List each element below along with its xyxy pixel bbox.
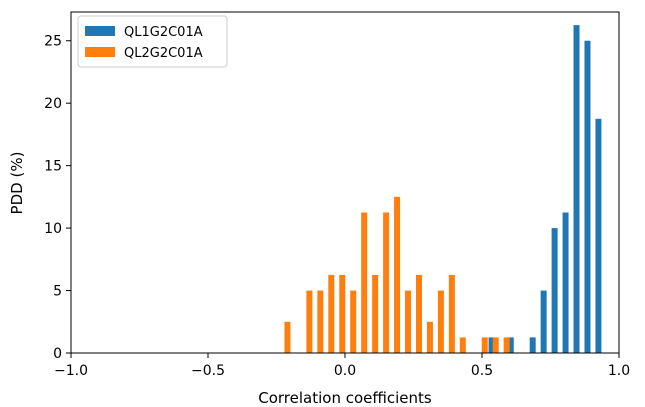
y-tick-label: 10 [44, 221, 62, 237]
bar-series-2-12 [426, 321, 433, 353]
bar-series-2-4 [339, 274, 346, 353]
bar-series-2-15 [459, 337, 466, 353]
y-tick-label: 25 [44, 34, 62, 50]
legend: QL1G2C01A QL2G2C01A [77, 15, 228, 68]
y-tick-label: 0 [53, 346, 62, 362]
bar-series-2-3 [328, 274, 335, 353]
bar-series-2-10 [405, 290, 412, 353]
bar-series-2-2 [317, 290, 324, 353]
bar-series-2-13 [437, 290, 444, 353]
bar-series-2-8 [383, 212, 390, 353]
legend-label-series-1: QL1G2C01A [124, 25, 203, 40]
y-axis-ticks: 0 5 10 15 20 25 [44, 34, 71, 362]
bar-series-1-6 [573, 25, 580, 354]
x-tick-label: 0.0 [334, 363, 356, 379]
bar-series-2-9 [394, 196, 401, 353]
x-tick-label: −1.0 [54, 363, 88, 379]
bar-series-1-2 [529, 337, 536, 353]
y-tick-label: 20 [44, 96, 62, 112]
bar-series-2-6 [361, 212, 368, 353]
x-tick-label: −0.5 [191, 363, 225, 379]
bar-series-2-18 [503, 337, 510, 353]
bar-series-2-17 [492, 337, 499, 353]
bar-series-1-7 [584, 40, 591, 353]
y-tick-label: 15 [44, 159, 62, 175]
legend-label-series-2: QL2G2C01A [124, 46, 203, 61]
bar-series-1-4 [551, 228, 558, 353]
bar-series-2-5 [350, 290, 357, 353]
x-tick-label: 1.0 [608, 363, 630, 379]
bar-series-2-1 [306, 290, 313, 353]
x-tick-label: 0.5 [471, 363, 493, 379]
bar-series-1-0 [488, 337, 495, 353]
y-axis-label: PDD (%) [8, 152, 26, 215]
bar-series-1-1 [507, 337, 514, 353]
legend-box [77, 15, 228, 68]
bar-series-2-16 [481, 337, 488, 353]
y-tick-label: 5 [53, 284, 62, 300]
bar-series-2-0 [284, 321, 291, 353]
x-axis-label: Correlation coefficients [258, 389, 432, 407]
bar-series-1-8 [595, 118, 602, 353]
bar-series-2-14 [448, 274, 455, 353]
bar-series-2-11 [415, 274, 422, 353]
bars-layer [284, 25, 602, 354]
bar-series-1-3 [540, 290, 547, 353]
bar-series-1-5 [562, 212, 569, 353]
bar-series-2-7 [372, 274, 379, 353]
legend-swatch-series-2 [85, 47, 115, 57]
legend-swatch-series-1 [85, 26, 115, 36]
x-axis-ticks: −1.0 −0.5 0.0 0.5 1.0 [54, 353, 630, 379]
